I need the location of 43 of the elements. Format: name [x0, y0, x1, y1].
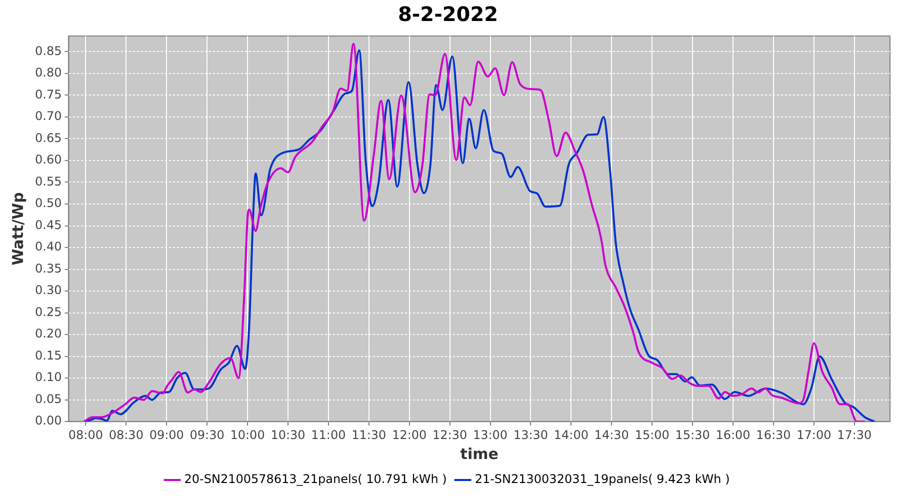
x-tick-label: 10:00: [230, 428, 265, 442]
chart-title: 8-2-2022: [398, 2, 498, 26]
x-tick-label: 12:00: [392, 428, 427, 442]
x-tick-label: 14:00: [554, 428, 588, 442]
x-tick-label: 15:00: [634, 428, 670, 442]
x-tick-label: 17:00: [796, 428, 832, 442]
y-tick-label: 0.35: [35, 261, 62, 276]
x-tick-label: 11:00: [311, 428, 346, 442]
legend-label: 20-SN2100578613_21panels( 10.791 kWh ): [184, 472, 447, 486]
y-tick-label: 0.70: [35, 109, 62, 124]
x-tick-label: 15:30: [675, 428, 710, 442]
y-tick-label: 0.80: [35, 66, 62, 80]
y-tick-label: 0.40: [35, 240, 62, 254]
y-tick-label: 0.10: [35, 370, 62, 384]
x-tick-label: 17:30: [837, 428, 872, 442]
x-tick-label: 11:30: [352, 428, 386, 442]
y-tick-label: 0.15: [35, 348, 62, 362]
x-tick-label: 08:30: [108, 428, 144, 442]
y-tick-label: 0.55: [35, 174, 62, 188]
x-axis-title: time: [460, 444, 498, 463]
y-tick-label: 0.45: [35, 218, 62, 232]
x-tick-label: 16:30: [756, 428, 791, 442]
legend-label: 21-SN2130032031_19panels( 9.423 kWh ): [474, 472, 730, 486]
y-tick-label: 0.30: [35, 283, 62, 298]
x-tick-label: 16:00: [716, 428, 750, 442]
x-tick-label: 13:30: [513, 428, 548, 442]
x-tick-label: 10:30: [270, 428, 306, 442]
y-tick-label: 0.25: [35, 304, 62, 319]
y-tick-label: 0.50: [35, 196, 62, 210]
x-tick-label: 13:00: [472, 428, 508, 442]
y-tick-label: 0.05: [35, 392, 62, 406]
x-tick-label: 08:00: [68, 428, 104, 442]
y-axis-title: Watt/Wp: [8, 192, 27, 266]
y-tick-label: 0.65: [35, 130, 62, 145]
x-tick-label: 12:30: [432, 428, 468, 442]
x-tick-label: 14:30: [594, 428, 629, 442]
y-tick-label: 0.85: [35, 44, 62, 58]
x-tick-label: 09:30: [190, 428, 224, 442]
y-tick-label: 0.00: [35, 414, 62, 428]
y-tick-label: 0.60: [35, 152, 62, 167]
x-tick-label: 09:00: [149, 428, 184, 442]
y-tick-label: 0.75: [35, 87, 62, 102]
y-tick-label: 0.20: [35, 326, 62, 341]
